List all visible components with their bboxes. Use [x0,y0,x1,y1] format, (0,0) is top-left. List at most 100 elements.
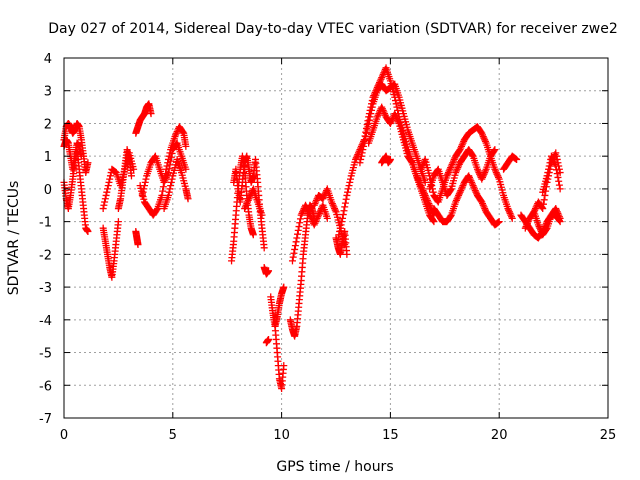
data-point [392,100,400,108]
series-s20 [288,201,331,265]
data-point [182,142,190,150]
data-point [171,133,179,141]
data-point [303,205,311,213]
data-point [105,178,113,186]
data-point [539,200,547,208]
data-point [479,173,487,181]
data-point [245,195,253,203]
data-point [553,206,561,214]
data-point [469,182,477,190]
data-point [377,75,385,83]
data-point [552,205,560,213]
data-point [99,205,107,213]
data-point [306,211,314,219]
data-point [456,146,464,154]
data-point [241,205,249,213]
data-point [480,203,488,211]
data-point [184,195,192,203]
data-point [336,224,344,232]
data-point [494,172,502,180]
data-point [373,113,381,121]
data-point [457,187,465,195]
data-point [378,103,386,111]
data-point [352,154,360,162]
data-point [147,110,155,118]
data-point [312,216,320,224]
data-point [359,146,367,154]
data-point [323,214,331,222]
data-point [553,170,561,178]
data-point [241,203,249,211]
data-point [454,193,462,201]
data-point [553,166,561,174]
data-point [104,185,112,193]
data-point [289,253,297,261]
data-point [347,175,355,183]
y-tick-label: 2 [44,117,52,132]
data-point [552,162,560,170]
data-point [418,183,426,191]
data-point [530,208,538,216]
y-tick-label: -1 [39,216,52,231]
data-point [450,155,458,163]
data-point [339,211,347,219]
data-point [330,203,338,211]
data-point [466,175,474,183]
data-point [552,149,560,157]
data-point [444,169,452,177]
data-point [343,191,351,199]
y-tick-label: 4 [44,52,52,67]
data-point [538,203,546,211]
series-s28 [426,146,499,199]
chart-title: Day 027 of 2014, Sidereal Day-to-day VTE… [48,21,618,37]
data-point [468,178,476,186]
data-point [312,198,320,206]
data-point [288,257,296,265]
series-s11 [160,155,192,213]
data-point [312,196,320,204]
data-point [393,115,401,123]
data-point [413,173,421,181]
data-point [455,190,463,198]
data-point [443,172,451,180]
data-point [280,362,288,370]
data-point [523,219,531,227]
series-s29 [430,172,503,229]
data-point [297,211,305,219]
x-tick-label: 20 [491,428,508,443]
data-point [179,128,187,136]
data-point [172,131,180,139]
data-point [521,224,529,232]
data-point [290,249,298,257]
data-point [416,180,424,188]
x-tick-label: 10 [273,428,290,443]
data-point [368,106,376,114]
data-point [556,185,564,193]
data-point [162,173,170,181]
axes: 0 5 10 15 20 25 -7 -6 -5 -4 -3 -2 -1 0 1 2 3 4 [39,52,616,443]
data-point [358,149,366,157]
data-point [77,152,85,160]
data-point [167,182,175,190]
data-point [479,200,487,208]
data-point [394,116,402,124]
data-point [142,175,150,183]
data-point [536,224,544,232]
data-point [425,200,433,208]
data-point [444,170,452,178]
data-point [393,103,401,111]
data-point [513,155,521,163]
y-tick-label: 1 [44,150,52,165]
y-tick-label: 0 [44,183,52,198]
data-point [295,223,303,231]
data-point [471,187,479,195]
x-tick-label: 5 [169,428,177,443]
series-s4 [99,218,122,281]
x-tick-label: 15 [382,428,399,443]
data-point [367,110,375,118]
data-point [449,159,457,167]
data-point [265,267,273,275]
data-point [243,200,251,208]
data-point [481,136,489,144]
series-s26 [378,152,394,167]
